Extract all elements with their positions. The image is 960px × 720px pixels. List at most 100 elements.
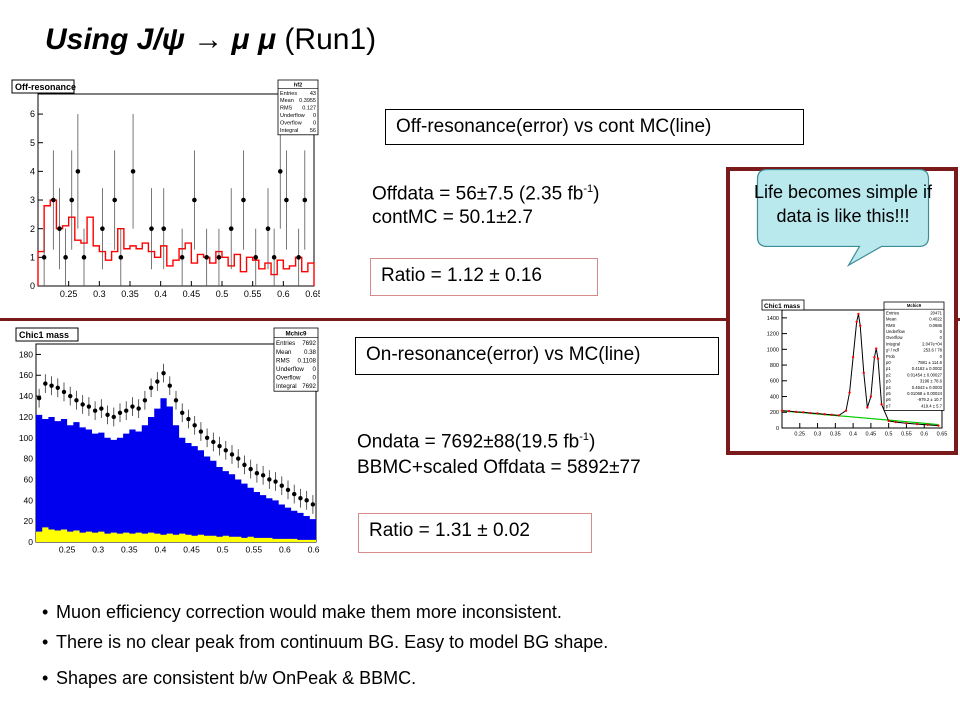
x-tick-label: 0.45 [866, 432, 877, 438]
y-tick-label: 60 [24, 474, 34, 484]
y-tick-label: 4 [30, 167, 35, 177]
on-ratio-text: Ratio = 1.31 ± 0.02 [369, 520, 530, 541]
stats-value: 7692 [302, 383, 316, 390]
data-point [837, 414, 841, 417]
data-point [279, 483, 284, 488]
data-point [192, 423, 197, 428]
y-tick-label: 200 [770, 410, 779, 416]
stats-frame [277, 79, 319, 136]
stats-value: 0.4162 ± 0.0002 [912, 366, 943, 371]
data-point [228, 226, 234, 231]
stats-key: Integral [276, 383, 297, 390]
data-point [229, 452, 235, 457]
data-point [869, 395, 873, 398]
data-point [142, 398, 148, 403]
data-point [866, 406, 869, 409]
x-tick-label: 0.35 [121, 289, 139, 299]
data-point [74, 398, 79, 403]
y-tick-label: 2 [30, 224, 35, 234]
stats-key: Overflow [886, 335, 903, 340]
ideal-fit-histogram: 0.25 0.3 0.35 0.4 0.45 0.5 0.55 0.6 0.65 0 200 400 6… [756, 298, 948, 446]
data-point [99, 406, 104, 411]
chart-title-box [11, 79, 75, 94]
data-point [105, 412, 110, 418]
stats-frame [273, 327, 319, 392]
y-tick-label: 800 [770, 363, 779, 369]
stats-key: p4 [886, 385, 891, 390]
stats-value: 0.3955 [299, 98, 316, 104]
data-point [880, 403, 883, 406]
stats-value: 3196 ± 78.6 [920, 379, 943, 384]
stats-key: Mean [276, 349, 292, 356]
data-point [136, 406, 141, 411]
stats-value: 419.4 ± 5.7 [921, 403, 943, 408]
data-point [816, 412, 819, 415]
y-tick-label: 6 [30, 109, 35, 119]
data-point [241, 197, 246, 203]
data-point [223, 448, 228, 453]
stats-key: Mean [280, 98, 294, 104]
data-point [915, 422, 919, 426]
data-point [277, 169, 283, 174]
data-point [49, 383, 54, 388]
data-point [55, 385, 60, 390]
data-point [292, 491, 297, 497]
data-point [130, 404, 135, 409]
data-point [81, 255, 87, 260]
stats-value: -979.2 ± 10.7 [917, 397, 942, 402]
stats-key: Prob [886, 354, 896, 359]
bullet-3: • Shapes are consistent b/w OnPeak & BBMC… [42, 666, 416, 690]
bullet-1: • Muon efficiency correction would make t… [42, 600, 562, 624]
data-point [296, 255, 301, 260]
stats-key: Underflow [280, 113, 305, 119]
data-point [242, 462, 247, 468]
data-point [204, 255, 209, 260]
data-point [248, 466, 253, 472]
stats-key: p6 [886, 397, 891, 402]
mc-line [37, 199, 315, 286]
y-tick-label: 160 [19, 370, 33, 380]
data-point [155, 379, 160, 384]
x-tick-label: 0.4 [849, 432, 857, 438]
data-point [167, 383, 172, 388]
ondata-value: Ondata = 7692±88(19.5 fb [357, 431, 580, 453]
stats-key: Integral [886, 341, 900, 346]
stats-key: Underflow [886, 329, 906, 334]
data-point [304, 498, 309, 503]
y-tick-label: 400 [770, 394, 779, 400]
stats-key: p5 [886, 391, 891, 396]
offdata-fill [36, 527, 316, 542]
data-point [204, 435, 210, 440]
chart-title: Chic1 mass [19, 330, 69, 340]
data-point [937, 424, 940, 427]
y-tick-label: 1200 [767, 332, 779, 338]
stats-name: Mchic9 [907, 303, 922, 308]
stats-key: Overflow [280, 120, 302, 126]
ondata-close: ) [589, 431, 596, 453]
data-point [267, 477, 272, 482]
data-point [273, 479, 278, 484]
data-point [51, 197, 56, 203]
stats-value: 2.047e+04 [922, 341, 943, 346]
chart-title-box [15, 327, 79, 342]
data-point [69, 197, 75, 203]
data-point [894, 420, 897, 424]
stats-key: Overflow [276, 375, 301, 382]
y-tick-label: 140 [19, 391, 33, 401]
data-point [130, 169, 136, 174]
stats-key: Entries [280, 91, 297, 97]
callout-bubble [756, 168, 930, 267]
y-tick-label: 40 [24, 495, 34, 505]
data-point [111, 414, 116, 420]
y-tick-label: 1000 [767, 347, 779, 353]
y-tick-label: 5 [30, 138, 35, 148]
data-point [236, 456, 241, 461]
stats-value: 0 [940, 329, 943, 334]
data-point [887, 419, 890, 423]
stats-name: Mchic9 [286, 331, 308, 338]
offdata-value: Offdata = 56±7.5 (2.35 fb [372, 183, 584, 205]
bullet-2: • There is no clear peak from continuum B… [42, 630, 608, 654]
stats-box: Mchic9 Entries 20471 Mean 0.4022 RMS 0.0686 Und… [883, 301, 945, 411]
data-point [92, 408, 98, 413]
stats-frame [883, 301, 945, 411]
